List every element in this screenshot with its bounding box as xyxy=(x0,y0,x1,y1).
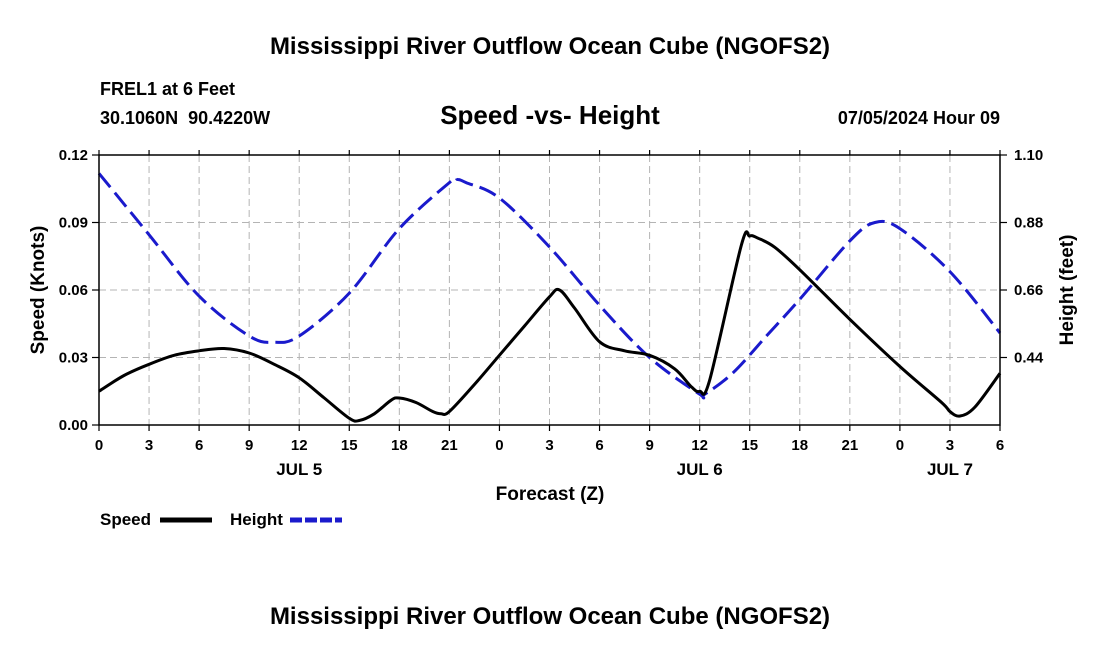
y-left-tick-label: 0.12 xyxy=(59,147,88,164)
x-tick-label: 21 xyxy=(841,437,858,454)
y-right-axis-label: Height (feet) xyxy=(1057,235,1078,346)
y-right-tick-label: 0.44 xyxy=(1014,350,1044,367)
y-left-tick-label: 0.09 xyxy=(59,215,88,232)
y-right-tick-label: 0.66 xyxy=(1014,282,1043,299)
y-right-tick-label: 0.88 xyxy=(1014,215,1043,232)
height-series-line xyxy=(97,172,1002,400)
x-tick-label: 12 xyxy=(691,437,708,454)
chart-title: Speed -vs- Height xyxy=(440,100,660,130)
legend-speed-label: Speed xyxy=(100,510,151,529)
x-tick-label: 0 xyxy=(896,437,904,454)
x-tick-label: 15 xyxy=(341,437,358,454)
x-tick-label: 9 xyxy=(245,437,253,454)
x-tick-label: 12 xyxy=(291,437,308,454)
x-axis-label: Forecast (Z) xyxy=(496,484,605,505)
legend-height-label: Height xyxy=(230,510,283,529)
y-left-tick-label: 0.03 xyxy=(59,350,88,367)
x-tick-label: 0 xyxy=(95,437,103,454)
x-tick-label: 18 xyxy=(791,437,808,454)
x-tick-label: 15 xyxy=(741,437,758,454)
x-tick-label: 6 xyxy=(595,437,603,454)
day-label: JUL 5 xyxy=(276,460,322,479)
gridlines xyxy=(99,155,1000,425)
day-labels: JUL 5 JUL 6 JUL 7 xyxy=(276,460,973,479)
x-tick-label: 0 xyxy=(495,437,503,454)
x-tick-label: 21 xyxy=(441,437,458,454)
y-left-axis-label: Speed (Knots) xyxy=(28,226,49,355)
speed-series-line xyxy=(98,230,1002,423)
main-title: Mississippi River Outflow Ocean Cube (NG… xyxy=(270,33,830,60)
day-label: JUL 7 xyxy=(927,460,973,479)
legend: Speed Height xyxy=(100,510,342,529)
y-right-ticks: 0.44 0.66 0.88 1.10 xyxy=(1000,147,1044,367)
x-tick-label: 3 xyxy=(545,437,553,454)
series-group xyxy=(97,172,1002,423)
x-tick-label: 3 xyxy=(946,437,954,454)
station-label: FREL1 at 6 Feet xyxy=(100,79,235,99)
x-tick-label: 9 xyxy=(645,437,653,454)
x-tick-label: 18 xyxy=(391,437,408,454)
footer-title: Mississippi River Outflow Ocean Cube (NG… xyxy=(270,603,830,630)
day-label: JUL 6 xyxy=(677,460,723,479)
coordinates-label: 30.1060N 90.4220W xyxy=(100,108,270,128)
x-tick-label: 3 xyxy=(145,437,153,454)
y-left-tick-label: 0.00 xyxy=(59,417,88,434)
x-axis-ticks: 0 3 6 9 12 15 18 21 0 3 6 9 12 15 18 21 0 3 6 xyxy=(95,150,1004,454)
y-right-tick-label: 1.10 xyxy=(1014,147,1043,164)
x-tick-label: 6 xyxy=(195,437,203,454)
y-left-ticks: 0.00 0.03 0.06 0.09 0.12 xyxy=(59,147,99,434)
y-left-tick-label: 0.06 xyxy=(59,282,88,299)
datetime-label: 07/05/2024 Hour 09 xyxy=(838,108,1000,128)
x-tick-label: 6 xyxy=(996,437,1004,454)
